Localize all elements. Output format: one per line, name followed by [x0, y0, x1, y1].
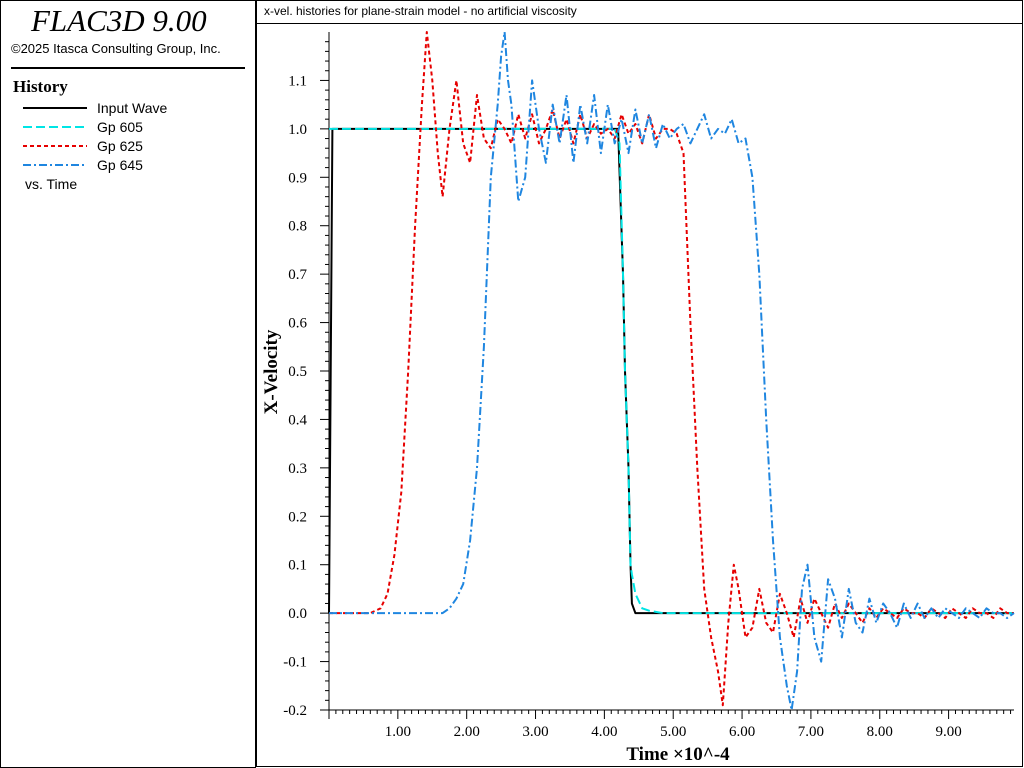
series-line-gp-605 [329, 127, 1014, 615]
legend-footer: vs. Time [25, 176, 78, 192]
x-tick-label: 2.00 [454, 724, 480, 740]
series-layer [328, 31, 1015, 711]
chart-title-divider [257, 23, 1023, 24]
x-tick-label: 8.00 [867, 724, 893, 740]
y-tick-label: 0.5 [288, 364, 307, 380]
plot-panel [256, 0, 1023, 767]
y-tick-label: 0.6 [288, 316, 307, 332]
legend-label-gp-625: Gp 625 [97, 138, 143, 154]
x-tick-label: 6.00 [729, 724, 755, 740]
x-tick-label: 9.00 [935, 724, 961, 740]
legend-label-gp-605: Gp 605 [97, 119, 143, 135]
y-tick-label: 0.1 [288, 558, 307, 574]
y-tick-label: 1.0 [288, 122, 307, 138]
x-tick-label: 3.00 [522, 724, 548, 740]
legend-item-gp-625: Gp 625 [23, 138, 243, 156]
y-tick-label: 0.0 [288, 606, 307, 622]
y-tick-label: 0.3 [288, 461, 307, 477]
axes: -0.2 -0.1 0.0 0.1 0.2 0.3 0.4 0.5 0.6 0.7 0.8 0.9 1.… [283, 32, 1014, 740]
x-tick-label: 4.00 [591, 724, 617, 740]
y-tick-label: 0.7 [288, 267, 307, 283]
series-line-gp-645 [329, 31, 1015, 711]
y-tick-label: 0.8 [288, 219, 307, 235]
legend-swatch-gp-605 [23, 126, 87, 128]
y-tick-label: 0.9 [288, 170, 307, 186]
legend-item-gp-645: Gp 645 [23, 157, 243, 175]
x-tick-label: 5.00 [660, 724, 686, 740]
series-line-gp-625 [329, 31, 1014, 707]
title-divider [11, 67, 245, 69]
legend-swatch-gp-645 [23, 164, 87, 166]
series-line-input-wave [328, 127, 1014, 615]
x-tick-label: 7.00 [798, 724, 824, 740]
y-tick-label: -0.1 [283, 655, 307, 671]
legend-swatch-input-wave [23, 107, 87, 109]
history-heading: History [13, 77, 68, 96]
legend-label-input-wave: Input Wave [97, 100, 168, 116]
y-axis-label: X-Velocity [261, 329, 282, 414]
app-title: FLAC3D 9.00 [31, 3, 207, 38]
legend-item-gp-605: Gp 605 [23, 119, 243, 137]
y-tick-label: 0.2 [288, 509, 307, 525]
legend-swatch-gp-625 [23, 145, 87, 147]
copyright-text: ©2025 Itasca Consulting Group, Inc. [11, 41, 221, 56]
legend-label-gp-645: Gp 645 [97, 157, 143, 173]
x-tick-label: 1.00 [385, 724, 411, 740]
x-axis-label: Time ×10^-4 [626, 744, 730, 765]
chart-title: x-vel. histories for plane-strain model … [264, 4, 577, 18]
y-tick-label: 0.4 [288, 412, 307, 428]
legend-panel: FLAC3D 9.00 ©2025 Itasca Consulting Grou… [0, 0, 256, 768]
legend-item-input-wave: Input Wave [23, 100, 243, 118]
y-tick-label: 1.1 [288, 73, 307, 89]
y-tick-label: -0.2 [283, 703, 307, 719]
